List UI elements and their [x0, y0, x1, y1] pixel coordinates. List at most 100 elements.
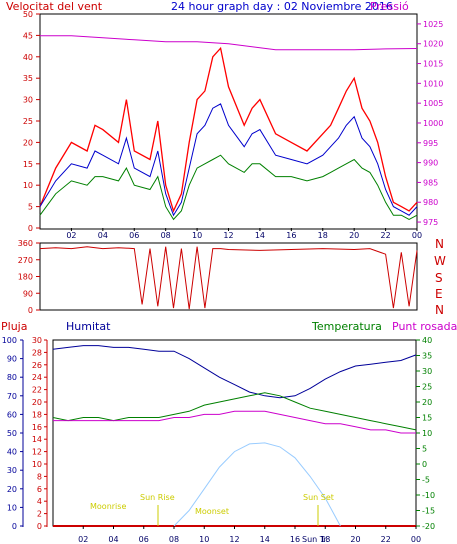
series-sun	[173, 442, 341, 527]
humidity-tick-label: 10	[7, 503, 17, 512]
wind-series-group	[39, 35, 418, 221]
wind-tick-label: 5	[28, 203, 33, 212]
th-x-tick-label: 02	[78, 535, 88, 544]
humidity-tick-label: 50	[7, 429, 17, 438]
direction-tick-label: 90	[23, 289, 33, 298]
pressure-tick-label: 1000	[423, 119, 443, 128]
humidity-tick-label: 80	[7, 373, 17, 382]
pressure-tick-label: 1025	[423, 20, 443, 29]
th-x-tick-label: 10	[199, 535, 209, 544]
temperature-tick-label: 30	[422, 367, 432, 376]
series-wind_speed	[39, 154, 418, 221]
humidity-tick-label: 100	[2, 336, 17, 345]
th-x-tick-label: 20	[350, 535, 360, 544]
wind-tick-label: 0	[28, 224, 33, 233]
compass-label-n-bottom: N	[435, 303, 444, 317]
wind-x-tick-label: 02	[66, 231, 76, 240]
rain-tick-label: 0	[37, 522, 42, 531]
rain-tick-label: 4	[37, 497, 42, 506]
rain-tick-label: 12	[32, 448, 42, 457]
rain-tick-label: 28	[32, 348, 42, 357]
wind-tick-label: 40	[23, 53, 33, 62]
temperature-tick-label: 10	[422, 429, 432, 438]
rain-tick-label: 30	[32, 336, 42, 345]
rain-tick-label: 6	[37, 485, 42, 494]
th-x-tick-label: 22	[381, 535, 391, 544]
pressure-tick-label: 975	[423, 218, 438, 227]
wind-x-axis: 02 04 06 08 10 12 14 16 18 20 22 00	[66, 228, 422, 240]
wind-x-tick-label: 18	[318, 231, 328, 240]
pressure-tick-label: 990	[423, 159, 438, 168]
compass-label-s: S	[435, 271, 443, 285]
temperature-tick-label: 40	[422, 336, 432, 345]
th-x-tick-label: 14	[260, 535, 270, 544]
humidity-y-axis: 0 10 20 30 40 50 60 70 80 90 100	[2, 336, 23, 531]
pressure-tick-label: 995	[423, 139, 438, 148]
wind-x-tick-label: 12	[223, 231, 233, 240]
th-plot-frame	[52, 339, 417, 527]
wind-tick-label: 15	[23, 160, 33, 169]
compass-label-w: W	[434, 254, 446, 268]
humidity-label: Humitat	[66, 320, 111, 333]
temperature-tick-label: 25	[422, 383, 432, 392]
th-x-tick-label: 12	[229, 535, 239, 544]
sunrise-label: Sun Rise	[140, 493, 175, 502]
temperature-y-axis: -20 -15 -10 -5 0 5 10 15 20 25 30 35 40	[416, 336, 435, 531]
direction-tick-label: 360	[18, 239, 33, 248]
wind-x-tick-label: 04	[98, 231, 108, 240]
wind-x-tick-label: 08	[161, 231, 171, 240]
temperature-tick-label: 20	[422, 398, 432, 407]
wind-y-axis-left: 0 5 10 15 20 25 30 35 40 45 50	[23, 10, 40, 233]
rain-tick-label: 24	[32, 373, 42, 382]
wind-x-tick-label: 10	[192, 231, 202, 240]
compass-label-e: E	[435, 287, 443, 301]
pressure-y-axis-right: 975 980 985 990 995 1000 1005 1010 1015 1020 1025	[417, 20, 443, 227]
temperature-tick-label: -10	[422, 491, 435, 500]
rain-tick-label: 20	[32, 398, 42, 407]
wind-tick-label: 20	[23, 138, 33, 147]
temperature-tick-label: -15	[422, 507, 435, 516]
rain-tick-label: 18	[32, 410, 42, 419]
rain-tick-label: 16	[32, 423, 42, 432]
compass-label-n-top: N	[435, 237, 444, 251]
th-series-group	[52, 345, 417, 527]
direction-tick-label: 270	[18, 256, 33, 265]
th-x-tick-label: 16	[290, 535, 300, 544]
direction-plot-frame	[39, 242, 418, 311]
series-gust	[39, 46, 418, 213]
moonset-label: Moonset	[195, 507, 229, 516]
compass-labels: N W S E N	[434, 237, 446, 317]
direction-y-axis: 0 90 180 270 360	[18, 239, 40, 315]
humidity-tick-label: 0	[12, 522, 17, 531]
temperature-tick-label: -5	[422, 476, 430, 485]
series-direction	[39, 246, 418, 310]
series-dewpoint	[53, 410, 416, 434]
humidity-tick-label: 40	[7, 448, 17, 457]
pressure-tick-label: 1020	[423, 40, 443, 49]
pressure-tick-label: 980	[423, 198, 438, 207]
wind-x-tick-label: 16	[286, 231, 296, 240]
th-x-tick-label: 08	[169, 535, 179, 544]
moonrise-label: Moonrise	[90, 502, 126, 511]
direction-series-group	[39, 246, 418, 310]
humidity-tick-label: 60	[7, 410, 17, 419]
wind-x-tick-label: 20	[349, 231, 359, 240]
dewpoint-label: Punt rosada	[392, 320, 457, 333]
temperature-tick-label: -20	[422, 522, 435, 531]
pressure-tick-label: 1010	[423, 79, 443, 88]
pressure-tick-label: 985	[423, 178, 438, 187]
pressure-tick-label: 1005	[423, 99, 443, 108]
sunset-label: Sun Set	[303, 493, 334, 502]
wind-x-tick-label: 06	[129, 231, 139, 240]
series-wind_avg	[39, 103, 418, 217]
sun-transit-label: Sun Tr.	[302, 535, 329, 544]
rain-label: Pluja	[1, 320, 27, 333]
wind-title: Velocitat del vent	[6, 0, 103, 13]
direction-tick-label: 180	[18, 273, 33, 282]
graph-title: 24 hour graph day : 02 Noviembre 2016	[171, 0, 393, 13]
wind-x-tick-label: 14	[255, 231, 265, 240]
